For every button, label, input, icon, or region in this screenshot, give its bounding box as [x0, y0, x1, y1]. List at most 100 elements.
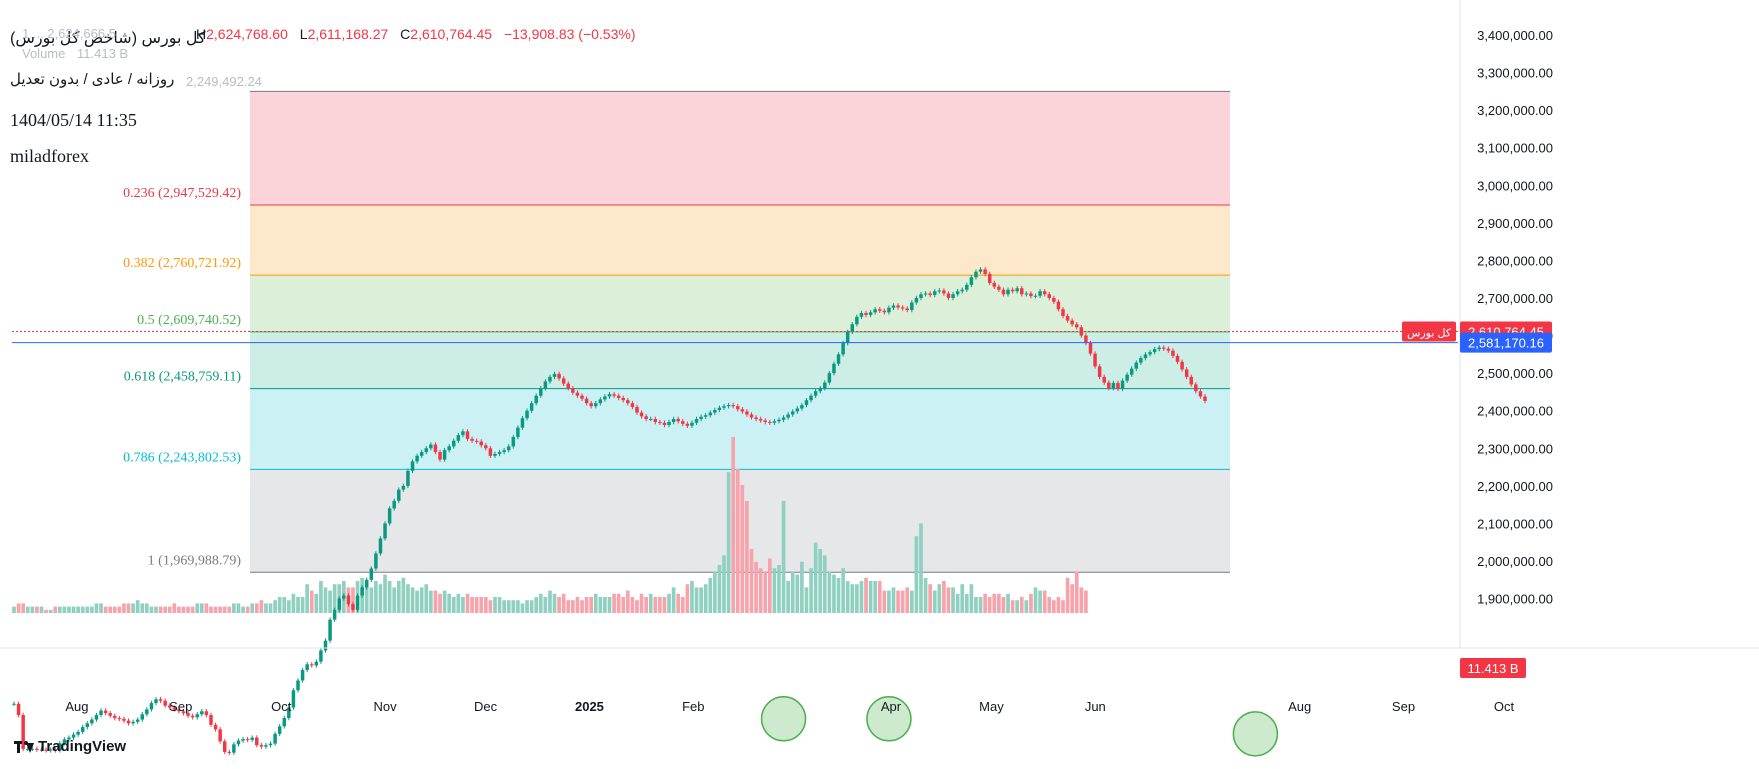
volume-bar [818, 549, 823, 613]
candle-body [438, 452, 442, 460]
volume-bar [1019, 597, 1024, 613]
candle-body [1166, 348, 1171, 351]
candle-body [328, 619, 332, 641]
candle-body [452, 440, 456, 447]
volume-bar [85, 606, 90, 613]
candle-body [213, 724, 218, 730]
candle-body [332, 609, 337, 620]
volume-bar [552, 593, 557, 613]
candle-body [1148, 352, 1152, 355]
tradingview-logo[interactable]: TradingView [14, 738, 126, 755]
fib-zone-1 [250, 469, 1230, 573]
highlight-circle [866, 696, 912, 742]
candle-body [378, 538, 383, 554]
volume-bar [140, 603, 145, 613]
candle-body [731, 405, 735, 407]
highlight-circles [760, 696, 1279, 757]
volume-bar [186, 606, 190, 613]
candle-body [245, 739, 250, 741]
volume-bar [671, 587, 676, 613]
volume-bar [708, 577, 713, 613]
candle-body [882, 310, 887, 313]
volume-bar [1061, 600, 1065, 613]
candle-body [983, 269, 987, 274]
time-axis[interactable]: Aug Sep Oct Nov Dec 2025 Feb Apr May Jun Aug Sep Oct [0, 647, 1759, 714]
candle-body [397, 489, 401, 501]
volume-bar [80, 606, 85, 613]
candle-body [145, 709, 149, 715]
candle-body [845, 331, 850, 344]
time-tick-label: Oct [271, 699, 292, 714]
candle-body [955, 291, 960, 295]
candle-body [168, 705, 172, 708]
volume-bar [245, 606, 250, 613]
blue-line-price-badge: 2,581,170.16 [1468, 336, 1544, 351]
candle-body [552, 373, 557, 377]
candle-body [635, 406, 639, 413]
volume-bar [277, 597, 282, 613]
volume-bar [905, 587, 910, 613]
volume-badge: 11.413 B [1467, 661, 1518, 676]
candle-body [406, 470, 410, 486]
volume-bar [1070, 584, 1074, 613]
volume-bar [685, 584, 690, 613]
volume-bar [635, 600, 639, 613]
candle-body [511, 437, 516, 447]
candle-body [887, 307, 891, 313]
volume-bar [1029, 593, 1033, 613]
price-axis[interactable]: 3,400,000.00 3,300,000.00 3,200,000.00 3,10… [1459, 0, 1553, 648]
candle-body [1175, 355, 1180, 362]
volume-bar [190, 606, 195, 613]
candle-body [823, 382, 827, 389]
volume-bar [1015, 600, 1020, 613]
candle-body [992, 282, 997, 287]
volume-bar [406, 584, 410, 613]
volume-bar [1084, 590, 1088, 613]
candle-body [1184, 369, 1189, 377]
volume-bar [158, 606, 163, 613]
volume-bar [571, 600, 575, 613]
volume-bar [474, 597, 479, 613]
candle-body [1194, 384, 1198, 392]
time-tick-label: Oct [1494, 699, 1515, 714]
volume-bar [488, 600, 493, 613]
price-tick-label: 3,200,000.00 [1477, 103, 1553, 118]
candle-body [310, 664, 314, 666]
candle-body [1129, 368, 1134, 375]
ohlc-c-label: C [400, 26, 411, 42]
price-tick-label: 2,500,000.00 [1477, 366, 1553, 381]
candle-body [754, 417, 758, 419]
volume-bar [415, 590, 419, 613]
volume-bar [67, 606, 71, 613]
candle-body [795, 408, 800, 412]
candle-body [717, 407, 722, 410]
volume-bar [699, 587, 703, 613]
volume-bar [658, 597, 662, 613]
candle-body [44, 749, 48, 751]
volume-bar [703, 584, 708, 613]
volume-bar [740, 485, 745, 613]
fibonacci-zones [250, 91, 1230, 573]
candle-body [1125, 374, 1129, 381]
volume-bar [131, 603, 135, 613]
volume-bar [332, 584, 337, 613]
volume-bar [287, 600, 291, 613]
ohlc-c-value: 2,610,764.45 [410, 26, 493, 42]
candle-body [900, 307, 905, 309]
tradingview-logo-icon [14, 740, 34, 753]
candle-body [1010, 289, 1015, 292]
time-tick-label: Jun [1085, 699, 1106, 714]
candle-body [158, 699, 163, 701]
volume-bar [800, 561, 804, 613]
volume-bar [722, 555, 726, 613]
volume-bar [983, 593, 987, 613]
volume-bar [250, 603, 255, 613]
volume-bar [273, 600, 277, 613]
candle-body [1111, 382, 1116, 389]
volume-bar [282, 597, 287, 613]
volume-bar [264, 603, 268, 613]
price-tick-label: 3,300,000.00 [1477, 66, 1553, 81]
volume-bar [896, 590, 900, 613]
candle-body [1024, 293, 1029, 295]
